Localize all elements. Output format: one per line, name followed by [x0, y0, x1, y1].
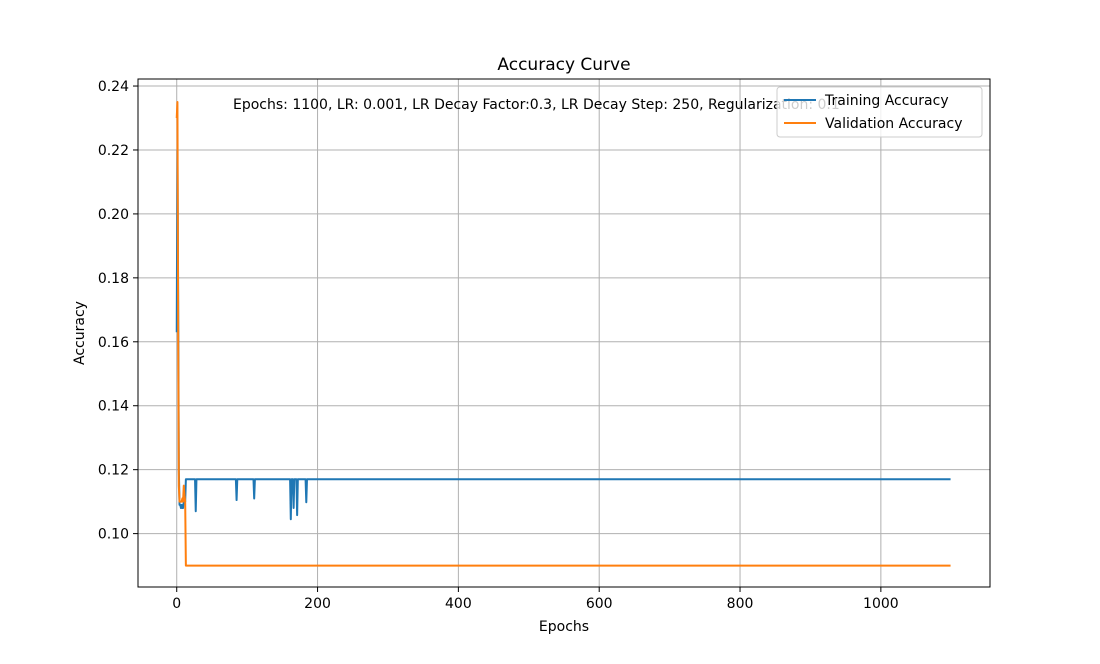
legend: Training Accuracy Validation Accuracy — [776, 86, 983, 138]
y-tick-label: 0.16 — [98, 335, 129, 351]
chart-title: Accuracy Curve — [497, 55, 630, 75]
x-axis-label: Epochs — [539, 619, 589, 635]
hyperparameter-annotation: Epochs: 1100, LR: 0.001, LR Decay Factor… — [233, 97, 840, 113]
plot-frame — [137, 78, 991, 588]
y-tick-label: 0.14 — [98, 399, 129, 415]
y-tick-label: 0.24 — [98, 79, 129, 95]
series-line-validation-accuracy — [175, 101, 951, 567]
grid-lines — [138, 79, 990, 587]
legend-label: Training Accuracy — [824, 93, 949, 109]
y-tick-label: 0.10 — [98, 527, 129, 543]
y-tick-label: 0.20 — [98, 207, 129, 223]
y-axis-label: Accuracy — [72, 301, 88, 365]
y-tick-label: 0.18 — [98, 271, 129, 287]
series-line-training-accuracy — [175, 148, 951, 521]
legend-box — [776, 86, 983, 138]
x-tick-label: 0 — [172, 596, 181, 612]
x-tick-label: 200 — [304, 596, 331, 612]
x-tick-label: 400 — [445, 596, 472, 612]
x-tick-label: 1000 — [863, 596, 899, 612]
x-tick-label: 600 — [586, 596, 613, 612]
x-tick-label: 800 — [727, 596, 754, 612]
plot-area — [138, 79, 990, 587]
legend-label: Validation Accuracy — [825, 116, 963, 132]
y-tick-label: 0.12 — [98, 463, 129, 479]
y-tick-label: 0.22 — [98, 143, 129, 159]
